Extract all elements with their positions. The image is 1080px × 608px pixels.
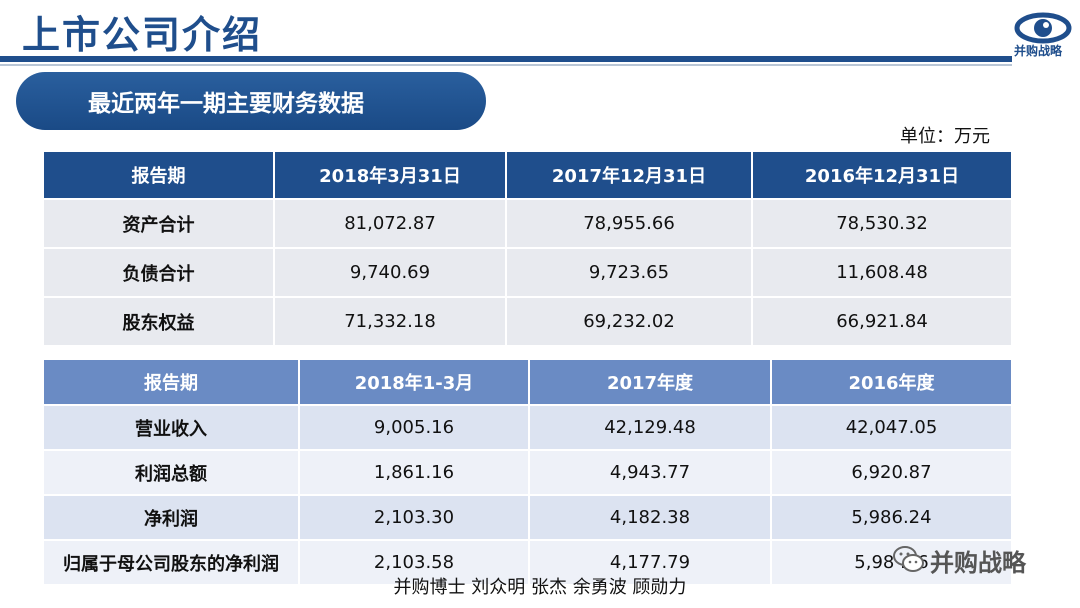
row-label: 资产合计	[44, 198, 275, 248]
watermark-text: 并购战略	[930, 548, 1026, 577]
unit-label: 单位：万元	[900, 126, 990, 147]
cell-value: 2,103.58	[299, 539, 530, 584]
column-header: 2016年度	[771, 360, 1013, 405]
cell-value: 42,047.05	[771, 404, 1013, 450]
cell-value: 6,920.87	[771, 449, 1013, 495]
table-row: 利润总额 1,861.16 4,943.77 6,920.87	[44, 449, 1013, 495]
cell-value: 1,861.16	[299, 449, 530, 495]
table-header-row: 报告期 2018年3月31日 2017年12月31日 2016年12月31日	[44, 152, 1013, 199]
column-header: 2016年12月31日	[752, 152, 1013, 199]
section-title: 最近两年一期主要财务数据	[16, 72, 486, 130]
table-row: 股东权益 71,332.18 69,232.02 66,921.84	[44, 296, 1013, 345]
wechat-icon	[893, 546, 924, 572]
cell-value: 78,955.66	[506, 198, 753, 248]
row-label: 股东权益	[44, 296, 275, 345]
table-row: 负债合计 9,740.69 9,723.65 11,608.48	[44, 247, 1013, 297]
column-header: 2017年12月31日	[506, 152, 753, 199]
table-row: 资产合计 81,072.87 78,955.66 78,530.32	[44, 198, 1013, 248]
cell-value: 4,943.77	[529, 449, 772, 495]
watermark: 并购战略	[892, 542, 1062, 578]
cell-value: 42,129.48	[529, 404, 772, 450]
table-header-row: 报告期 2018年1-3月 2017年度 2016年度	[44, 360, 1013, 405]
row-label: 负债合计	[44, 247, 275, 297]
cell-value: 4,177.79	[529, 539, 772, 584]
cell-value: 2,103.30	[299, 494, 530, 540]
column-header: 2018年1-3月	[299, 360, 530, 405]
cell-value: 69,232.02	[506, 296, 753, 345]
cell-value: 9,723.65	[506, 247, 753, 297]
cell-value: 78,530.32	[752, 198, 1013, 248]
author-footer: 并购博士 刘众明 张杰 余勇波 顾勋力	[393, 577, 687, 598]
page-title: 上市公司介绍	[22, 13, 263, 57]
row-label: 归属于母公司股东的净利润	[44, 539, 300, 584]
balance-table: 报告期 2018年3月31日 2017年12月31日 2016年12月31日 资…	[44, 152, 1013, 345]
income-table: 报告期 2018年1-3月 2017年度 2016年度 营业收入 9,005.1…	[44, 360, 1013, 584]
row-label: 净利润	[44, 494, 300, 540]
cell-value: 4,182.38	[529, 494, 772, 540]
cell-value: 9,005.16	[299, 404, 530, 450]
cell-value: 9,740.69	[274, 247, 507, 297]
column-header: 2018年3月31日	[274, 152, 507, 199]
cell-value: 66,921.84	[752, 296, 1013, 345]
column-header: 报告期	[44, 360, 300, 405]
header-divider-thin	[0, 64, 1012, 66]
cell-value: 11,608.48	[752, 247, 1013, 297]
table-row: 营业收入 9,005.16 42,129.48 42,047.05	[44, 404, 1013, 450]
column-header: 报告期	[44, 152, 275, 199]
header-divider	[0, 56, 1012, 62]
column-header: 2017年度	[529, 360, 772, 405]
cell-value: 81,072.87	[274, 198, 507, 248]
eye-logo-icon	[1014, 12, 1072, 44]
row-label: 营业收入	[44, 404, 300, 450]
cell-value: 71,332.18	[274, 296, 507, 345]
cell-value: 5,986.24	[771, 494, 1013, 540]
row-label: 利润总额	[44, 449, 300, 495]
logo-text: 并购战略	[1014, 44, 1063, 58]
table-row: 净利润 2,103.30 4,182.38 5,986.24	[44, 494, 1013, 540]
